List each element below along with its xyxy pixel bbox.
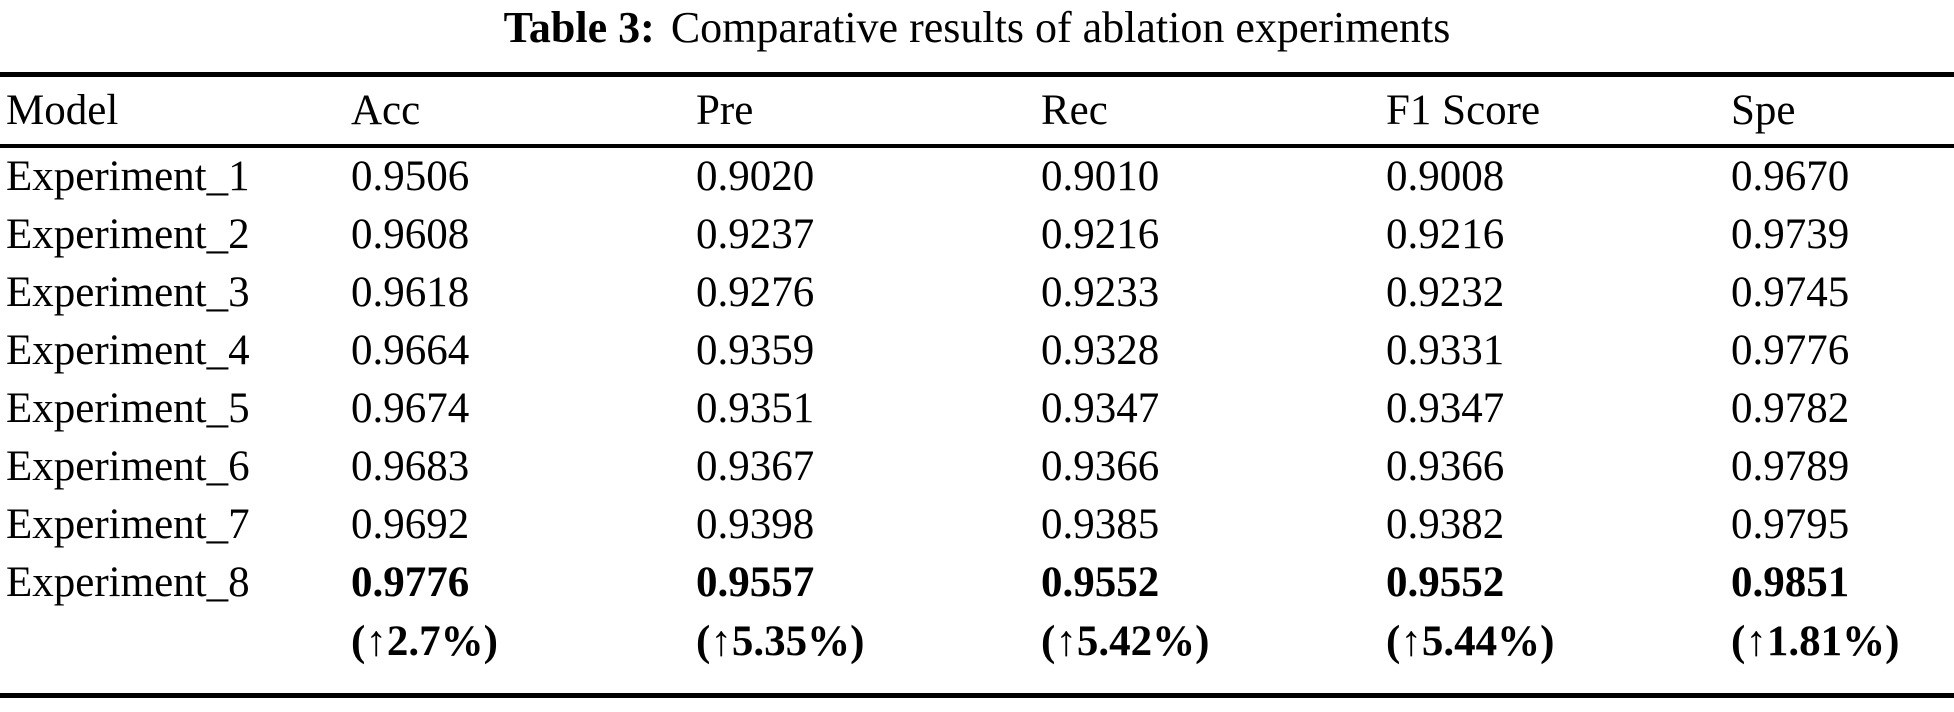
results-table: Model Acc Pre Rec F1 Score Spe Experimen… xyxy=(0,72,1954,698)
model-cell: Experiment_3 xyxy=(6,269,250,316)
table-row: Experiment_2 0.9608 0.9237 0.9216 0.9216 0.97… xyxy=(0,206,1954,264)
empty-cell xyxy=(0,612,345,696)
metric-cell: 0.9795 xyxy=(1731,501,1850,548)
metric-cell: 0.9664 xyxy=(351,327,470,374)
metric-cell: 0.9276 xyxy=(696,269,815,316)
metric-cell: 0.9674 xyxy=(351,385,470,432)
table-body: Experiment_1 0.9506 0.9020 0.9010 0.9008 0.96… xyxy=(0,146,1954,696)
table-row: Experiment_1 0.9506 0.9020 0.9010 0.9008 0.96… xyxy=(0,146,1954,206)
table-caption: Table 3: Comparative results of ablation … xyxy=(0,2,1954,54)
metric-cell: 0.9359 xyxy=(696,327,815,374)
metric-cell: 0.9367 xyxy=(696,443,815,490)
metric-cell: 0.9010 xyxy=(1041,153,1160,200)
metric-cell: 0.9347 xyxy=(1041,385,1160,432)
caption-text: Comparative results of ablation experime… xyxy=(670,3,1451,52)
model-cell: Experiment_8 xyxy=(6,559,250,606)
metric-cell: 0.9670 xyxy=(1731,153,1850,200)
metric-cell: 0.9557 xyxy=(696,559,815,606)
column-header-f1: F1 Score xyxy=(1380,74,1725,148)
table-row-gains: (↑2.7%) (↑5.35%) (↑5.42%) (↑5.44%) (↑1.81%) xyxy=(0,612,1954,696)
metric-cell: 0.9692 xyxy=(351,501,470,548)
metric-cell: 0.9347 xyxy=(1386,385,1505,432)
column-header-pre: Pre xyxy=(690,74,1035,148)
table-row: Experiment_6 0.9683 0.9367 0.9366 0.9366 0.97… xyxy=(0,438,1954,496)
model-cell: Experiment_4 xyxy=(6,327,250,374)
metric-cell: 0.9232 xyxy=(1386,269,1505,316)
metric-cell: 0.9331 xyxy=(1386,327,1505,374)
table-header: Model Acc Pre Rec F1 Score Spe xyxy=(0,74,1954,148)
column-header-spe: Spe xyxy=(1725,74,1954,148)
column-header-acc: Acc xyxy=(345,74,690,148)
model-cell: Experiment_7 xyxy=(6,501,250,548)
table-row: Experiment_5 0.9674 0.9351 0.9347 0.9347 0.97… xyxy=(0,380,1954,438)
metric-cell: 0.9618 xyxy=(351,269,470,316)
table-row: Experiment_3 0.9618 0.9276 0.9233 0.9232 0.97… xyxy=(0,264,1954,322)
metric-cell: 0.9020 xyxy=(696,153,815,200)
metric-cell: 0.9008 xyxy=(1386,153,1505,200)
gain-cell: (↑5.35%) xyxy=(696,618,865,665)
model-cell: Experiment_6 xyxy=(6,443,250,490)
table-row: Experiment_8 0.9776 0.9557 0.9552 0.9552 0.98… xyxy=(0,554,1954,612)
gain-cell: (↑2.7%) xyxy=(351,618,498,665)
header-row: Model Acc Pre Rec F1 Score Spe xyxy=(0,74,1954,148)
table-row: Experiment_7 0.9692 0.9398 0.9385 0.9382 0.97… xyxy=(0,496,1954,554)
metric-cell: 0.9776 xyxy=(1731,327,1850,374)
metric-cell: 0.9382 xyxy=(1386,501,1505,548)
metric-cell: 0.9385 xyxy=(1041,501,1160,548)
metric-cell: 0.9216 xyxy=(1041,211,1160,258)
metric-cell: 0.9608 xyxy=(351,211,470,258)
metric-cell: 0.9366 xyxy=(1041,443,1160,490)
metric-cell: 0.9739 xyxy=(1731,211,1850,258)
metric-cell: 0.9552 xyxy=(1386,559,1505,606)
gain-cell: (↑1.81%) xyxy=(1731,618,1900,665)
gain-cell: (↑5.44%) xyxy=(1386,618,1555,665)
metric-cell: 0.9398 xyxy=(696,501,815,548)
metric-cell: 0.9233 xyxy=(1041,269,1160,316)
metric-cell: 0.9351 xyxy=(696,385,815,432)
metric-cell: 0.9789 xyxy=(1731,443,1850,490)
metric-cell: 0.9683 xyxy=(351,443,470,490)
column-header-model: Model xyxy=(0,74,345,148)
metric-cell: 0.9552 xyxy=(1041,559,1160,606)
metric-cell: 0.9506 xyxy=(351,153,470,200)
metric-cell: 0.9851 xyxy=(1731,559,1850,606)
metric-cell: 0.9782 xyxy=(1731,385,1850,432)
model-cell: Experiment_2 xyxy=(6,211,250,258)
metric-cell: 0.9745 xyxy=(1731,269,1850,316)
table-row: Experiment_4 0.9664 0.9359 0.9328 0.9331 0.97… xyxy=(0,322,1954,380)
metric-cell: 0.9328 xyxy=(1041,327,1160,374)
metric-cell: 0.9776 xyxy=(351,559,470,606)
gain-cell: (↑5.42%) xyxy=(1041,618,1210,665)
metric-cell: 0.9216 xyxy=(1386,211,1505,258)
column-header-rec: Rec xyxy=(1035,74,1380,148)
caption-label: Table 3: xyxy=(503,3,655,52)
model-cell: Experiment_1 xyxy=(6,153,250,200)
metric-cell: 0.9366 xyxy=(1386,443,1505,490)
model-cell: Experiment_5 xyxy=(6,385,250,432)
metric-cell: 0.9237 xyxy=(696,211,815,258)
